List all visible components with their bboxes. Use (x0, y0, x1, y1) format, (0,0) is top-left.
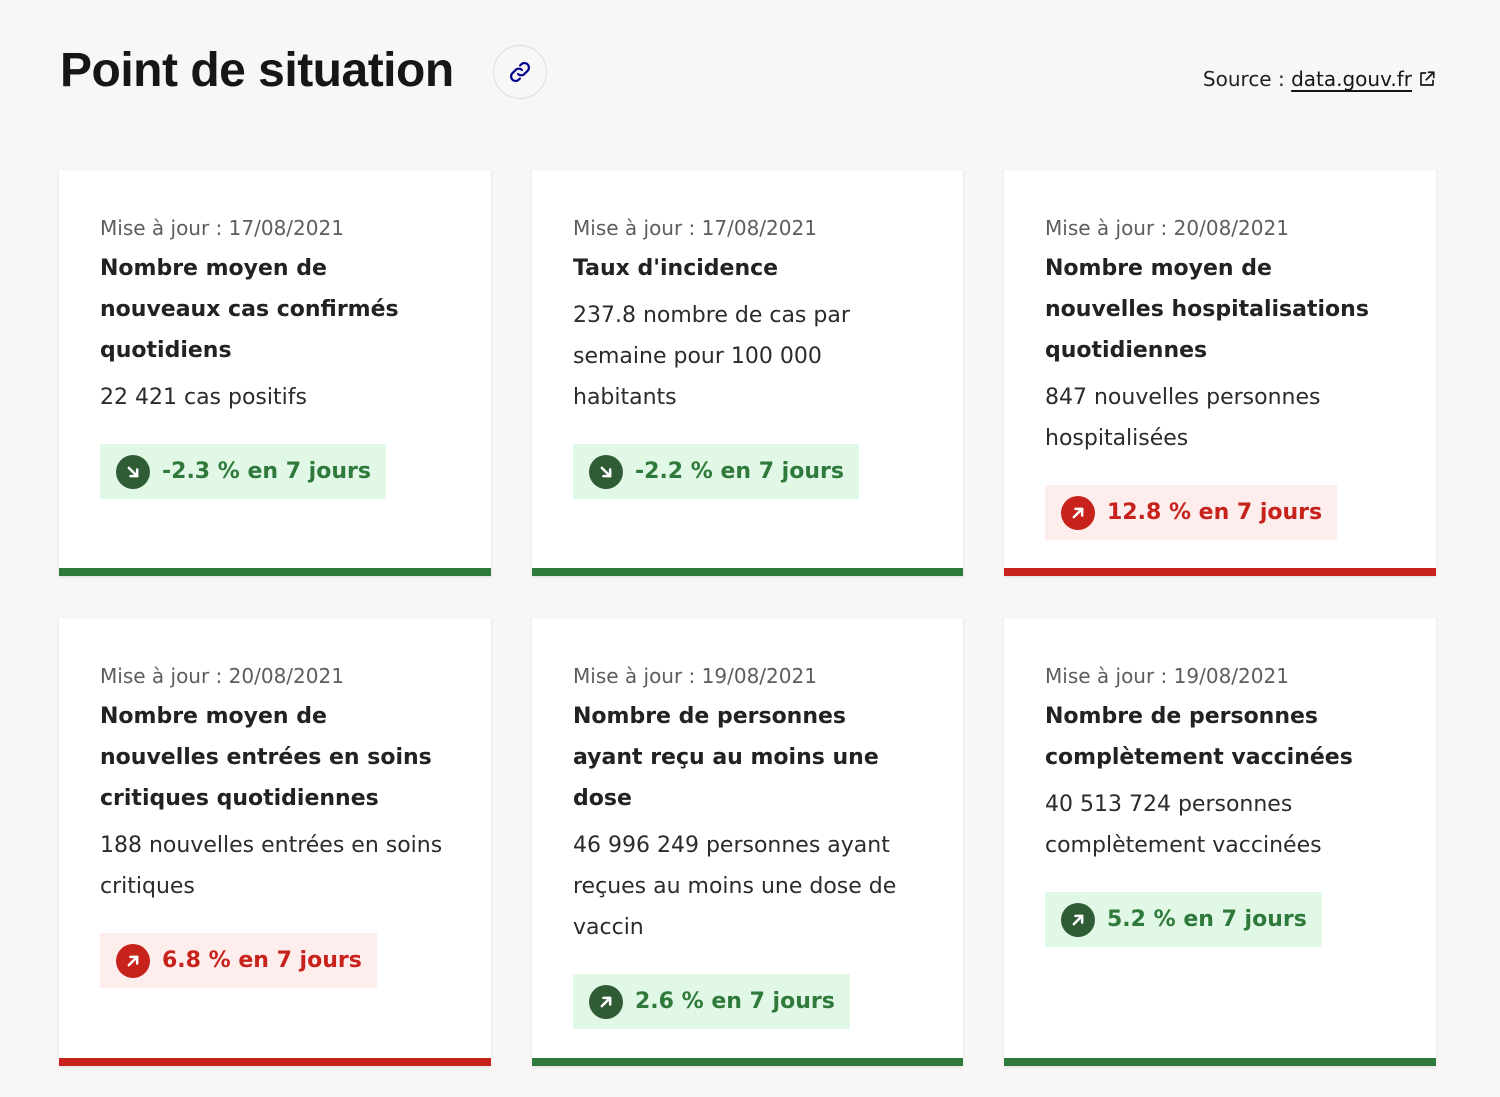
card-title: Nombre de personnes ayant reçu au moins … (573, 704, 879, 811)
card-updated-date: Mise à jour : 17/08/2021 (100, 216, 344, 240)
indicator-card: Mise à jour : 17/08/2021 Nombre moyen de… (59, 170, 491, 576)
card-title: Nombre moyen de nouveaux cas confirmés q… (100, 256, 399, 363)
card-value: 237.8 nombre de cas par semaine pour 100… (573, 303, 850, 410)
arrow-up-right-icon (589, 984, 623, 1019)
trend-label: 2.6 % en 7 jours (635, 989, 835, 1014)
trend-badge: -2.3 % en 7 jours (100, 444, 386, 499)
arrow-up-right-icon (1061, 902, 1095, 937)
trend-badge: 6.8 % en 7 jours (100, 933, 377, 988)
card-title: Nombre moyen de nouvelles entrées en soi… (100, 704, 432, 811)
source-link[interactable]: data.gouv.fr (1291, 67, 1436, 91)
card-value: 40 513 724 personnes complètement vaccin… (1045, 792, 1322, 858)
card-value: 847 nouvelles personnes hospitalisées (1045, 385, 1321, 451)
trend-label: 5.2 % en 7 jours (1107, 907, 1307, 932)
trend-badge: 12.8 % en 7 jours (1045, 485, 1338, 540)
arrow-down-right-icon (589, 454, 623, 489)
card-title: Nombre de personnes complètement vacciné… (1045, 704, 1353, 770)
indicator-card: Mise à jour : 20/08/2021 Nombre moyen de… (59, 618, 491, 1066)
trend-badge: 2.6 % en 7 jours (573, 974, 850, 1029)
card-updated-date: Mise à jour : 19/08/2021 (1045, 664, 1289, 688)
card-title: Taux d'incidence (573, 256, 779, 281)
source-link-label: data.gouv.fr (1291, 67, 1412, 91)
source-prefix: Source : (1202, 67, 1292, 91)
card-updated-date: Mise à jour : 20/08/2021 (1045, 216, 1289, 240)
trend-badge: 5.2 % en 7 jours (1045, 892, 1322, 947)
trend-label: 12.8 % en 7 jours (1107, 500, 1323, 525)
card-value: 22 421 cas positifs (100, 385, 307, 410)
arrow-up-right-icon (116, 943, 150, 978)
page-header: Point de situation Source : data.gouv.fr (60, 40, 1436, 110)
trend-label: 6.8 % en 7 jours (162, 948, 362, 973)
card-title: Nombre moyen de nouvelles hospitalisatio… (1045, 256, 1369, 363)
card-updated-date: Mise à jour : 19/08/2021 (573, 664, 817, 688)
trend-badge: -2.2 % en 7 jours (573, 444, 859, 499)
card-value: 188 nouvelles entrées en soins critiques (100, 833, 443, 899)
external-link-icon (1420, 71, 1435, 86)
arrow-up-right-icon (1061, 495, 1095, 530)
page-title: Point de situation (60, 44, 454, 97)
indicator-card: Mise à jour : 20/08/2021 Nombre moyen de… (1004, 170, 1436, 576)
link-icon (509, 61, 531, 83)
arrow-down-right-icon (116, 454, 150, 489)
indicator-card: Mise à jour : 17/08/2021 Taux d'incidenc… (532, 170, 963, 576)
source-line: Source : data.gouv.fr (1203, 66, 1436, 92)
indicator-grid: Mise à jour : 17/08/2021 Nombre moyen de… (59, 170, 1436, 1066)
trend-label: -2.2 % en 7 jours (635, 459, 844, 484)
trend-label: -2.3 % en 7 jours (162, 459, 371, 484)
card-value: 46 996 249 personnes ayant reçues au moi… (573, 833, 897, 940)
indicator-card: Mise à jour : 19/08/2021 Nombre de perso… (532, 618, 963, 1066)
card-updated-date: Mise à jour : 17/08/2021 (573, 216, 817, 240)
copy-link-button[interactable] (493, 45, 547, 99)
card-updated-date: Mise à jour : 20/08/2021 (100, 664, 344, 688)
indicator-card: Mise à jour : 19/08/2021 Nombre de perso… (1004, 618, 1436, 1066)
